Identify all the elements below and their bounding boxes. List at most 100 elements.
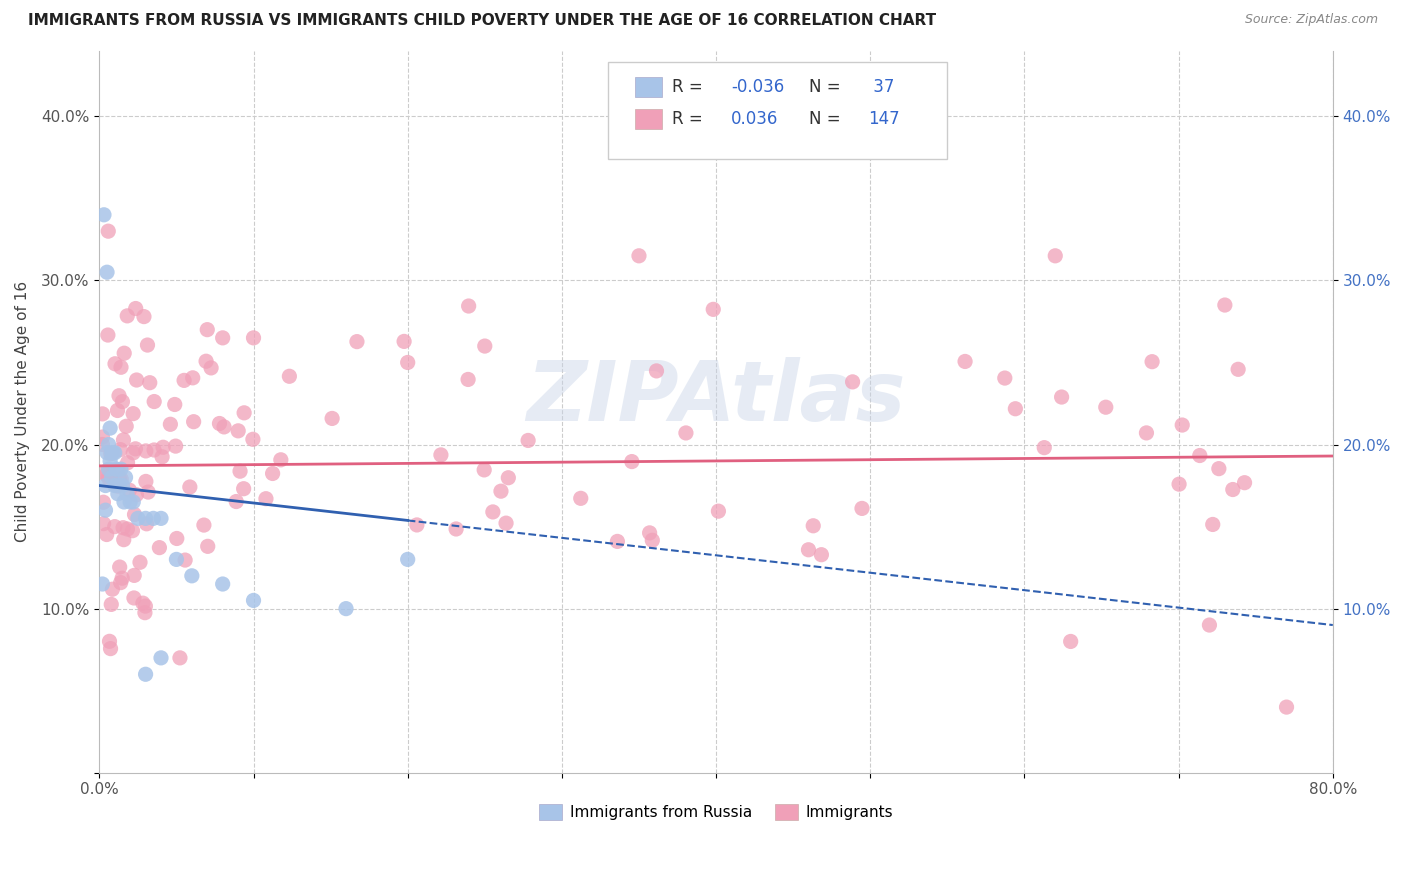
Point [232,482,254,496]
Point [180,569,202,583]
Point [96,265,118,279]
Point [183,415,205,429]
Point [627,249,650,263]
Point [457,299,479,313]
Point [110,360,132,375]
Point [104,519,127,533]
Point [208,417,231,431]
Point [115,419,138,434]
Point [98,421,121,435]
Point [118,483,141,498]
Point [200,360,222,375]
Point [104,478,127,492]
Point [112,495,135,509]
Point [211,331,233,345]
Point [150,651,173,665]
Point [110,442,132,457]
Point [1202,517,1225,532]
Point [163,397,186,411]
Point [107,403,129,417]
Point [125,301,148,316]
Point [122,407,145,421]
Point [125,373,148,387]
Point [165,439,187,453]
Point [457,372,479,386]
Point [195,323,218,337]
Point [321,411,343,425]
Point [1135,425,1157,440]
Text: 37: 37 [868,78,894,95]
Point [135,516,157,531]
Bar [634,109,662,129]
Point [108,472,131,486]
Point [117,522,139,536]
Point [127,511,149,525]
Point [98,634,121,648]
Text: 0.036: 0.036 [731,111,779,128]
Point [242,331,264,345]
Point [143,394,166,409]
Point [1227,362,1250,376]
Text: Source: ZipAtlas.com: Source: ZipAtlas.com [1244,13,1378,27]
Point [262,467,284,481]
Point [122,568,145,582]
Point [851,501,873,516]
Point [169,651,191,665]
Text: R =: R = [672,78,707,95]
Point [152,440,174,454]
Point [270,452,292,467]
Point [254,491,277,506]
Point [134,606,156,620]
Point [135,475,157,489]
Point [103,446,125,460]
Point [1168,477,1191,491]
Point [97,328,120,343]
Point [994,371,1017,385]
Point [482,505,505,519]
Text: N =: N = [808,78,845,95]
Point [101,582,124,597]
Y-axis label: Child Poverty Under the Age of 16: Child Poverty Under the Age of 16 [15,281,30,542]
Point [139,376,162,390]
Point [108,478,131,492]
Point [430,448,453,462]
Point [474,339,496,353]
Point [111,394,134,409]
Point [134,599,156,614]
Point [91,437,114,451]
Point [489,484,512,499]
Point [97,224,120,238]
Point [396,552,419,566]
Point [173,373,195,387]
Point [1050,390,1073,404]
Text: 147: 147 [868,111,900,128]
FancyBboxPatch shape [607,62,946,159]
Point [179,480,201,494]
Point [1275,700,1298,714]
Point [278,369,301,384]
Point [93,495,115,509]
Point [641,533,664,548]
Point [212,420,235,434]
Point [110,575,132,590]
Point [569,491,592,506]
Point [91,430,114,444]
Point [675,425,697,440]
Point [810,548,832,562]
Point [797,542,820,557]
Point [124,508,146,522]
Point [229,464,252,478]
Point [606,534,628,549]
Point [135,667,157,681]
Point [98,454,121,468]
Point [136,485,159,500]
Point [112,533,135,547]
Point [122,495,145,509]
Point [110,462,132,476]
Point [98,472,121,486]
Point [150,511,173,525]
Point [1222,483,1244,497]
Point [335,601,357,615]
Point [1060,634,1083,648]
Point [242,593,264,607]
